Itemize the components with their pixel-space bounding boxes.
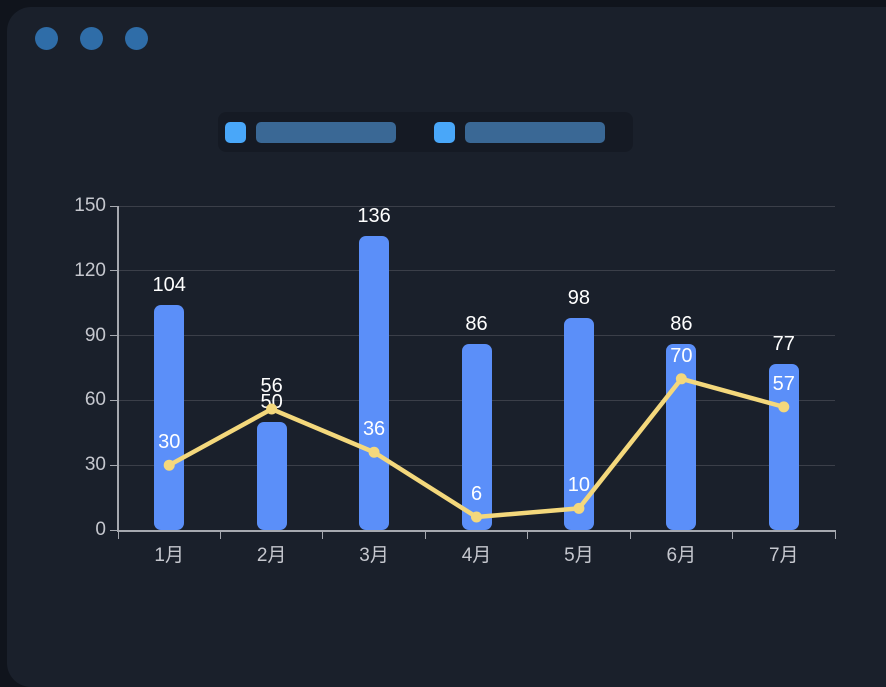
y-axis-tick [110,529,118,531]
line-value-label: 30 [158,431,181,454]
legend-label-placeholder [256,121,396,143]
browser-window [7,7,886,687]
y-axis-tick [110,205,118,207]
legend-swatch-icon [434,121,455,143]
line-point-7月[interactable] [778,401,790,413]
y-axis-tick-label: 0 [95,519,106,540]
line-point-6月[interactable] [675,373,687,385]
x-axis-tick [527,530,529,539]
chart-legend [218,112,633,152]
legend-swatch-icon [225,121,246,143]
y-axis-tick [110,335,118,337]
window-dot-3[interactable] [125,27,148,50]
bar-value-label: 104 [152,274,186,297]
bar-1月[interactable] [154,305,185,530]
legend-label-placeholder [465,121,605,143]
bar-7月[interactable] [768,363,799,530]
line-point-3月[interactable] [368,446,380,458]
x-axis-tick [629,530,631,539]
gridline [118,335,835,337]
line-value-label: 10 [567,474,591,497]
line-value-label: 36 [362,418,386,441]
y-axis-tick-label: 120 [74,259,106,281]
window-dot-2[interactable] [80,27,103,50]
x-axis-category-label: 3月 [359,545,389,566]
x-axis-tick [117,530,119,539]
gridline [118,270,835,272]
bar-value-label: 50 [260,391,283,413]
y-axis-tick [110,399,118,401]
x-axis-category-label: 2月 [256,545,287,566]
y-axis-line [117,206,119,531]
y-axis-tick-label: 60 [84,389,106,411]
bar-value-label: 136 [357,205,391,228]
bar-value-label: 86 [465,313,488,336]
line-point-5月[interactable] [573,502,585,514]
x-axis-tick [322,530,324,539]
x-axis-tick [834,530,836,539]
window-dot-1[interactable] [35,27,58,50]
line-series-layer [163,373,790,523]
window-titlebar [35,27,148,50]
line-point-2月[interactable] [266,403,278,415]
legend-item-bar-series[interactable] [225,121,396,143]
gridline [118,205,835,207]
bar-2月[interactable] [256,422,287,530]
plot-area: 104 50 136 86 98 86 77 30 56 36 6 10 70 57 [118,205,835,530]
x-axis-tick [424,530,426,539]
y-axis-tick [110,464,118,466]
bar-value-label: 86 [670,313,693,336]
line-value-label: 6 [470,483,483,506]
line-point-4月[interactable] [471,511,482,523]
x-axis-line [117,530,836,532]
x-axis-category-label: 7月 [768,545,799,566]
y-axis-tick-label: 150 [74,195,106,216]
bar-4月[interactable] [461,344,492,530]
x-axis-category-label: 4月 [461,545,492,566]
y-axis-tick-label: 90 [84,324,106,346]
x-axis-category-label: 6月 [666,545,697,566]
line-value-label: 57 [772,372,795,395]
bar-value-label: 77 [772,332,795,355]
y-axis-tick [110,270,118,272]
combo-chart: 0 30 60 90 120 150 1月 2月 3月 4月 5月 6月 7月 104 50 136 86 9… [74,195,836,566]
x-axis-category-label: 1月 [154,545,184,566]
y-axis-tick-label: 30 [84,454,106,476]
x-axis-tick [219,530,221,539]
bar-value-label: 98 [567,287,591,310]
bar-3月[interactable] [359,236,390,530]
line-value-label: 70 [670,344,693,367]
x-axis-category-label: 5月 [564,545,594,566]
legend-item-line-series[interactable] [434,121,605,143]
line-point-1月[interactable] [163,459,175,471]
line-value-label: 56 [260,375,283,398]
x-axis-tick [732,530,734,539]
